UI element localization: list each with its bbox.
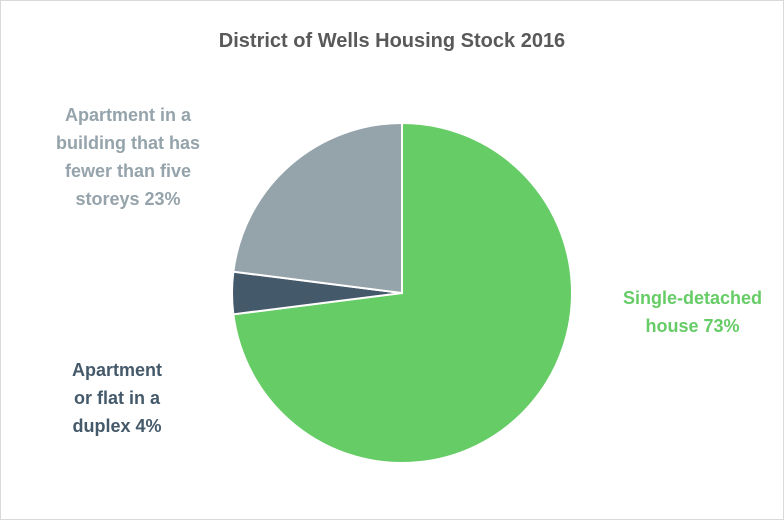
value-label: 4% [135, 416, 162, 436]
data-label: Apartment in a building that has fewer t… [42, 101, 214, 213]
category-label: Apartment in a building that has fewer t… [56, 105, 200, 209]
data-label: Apartment or flat in a duplex 4% [62, 356, 172, 440]
chart-title: District of Wells Housing Stock 2016 [218, 30, 566, 52]
category-label: Single-detached house [622, 288, 763, 336]
pie-slice [232, 121, 403, 295]
category-label: Apartment or flat in a duplex [71, 360, 162, 436]
value-label: 23% [144, 189, 181, 209]
data-label: Single-detached house 73% [605, 284, 780, 340]
value-label: 73% [703, 316, 740, 336]
